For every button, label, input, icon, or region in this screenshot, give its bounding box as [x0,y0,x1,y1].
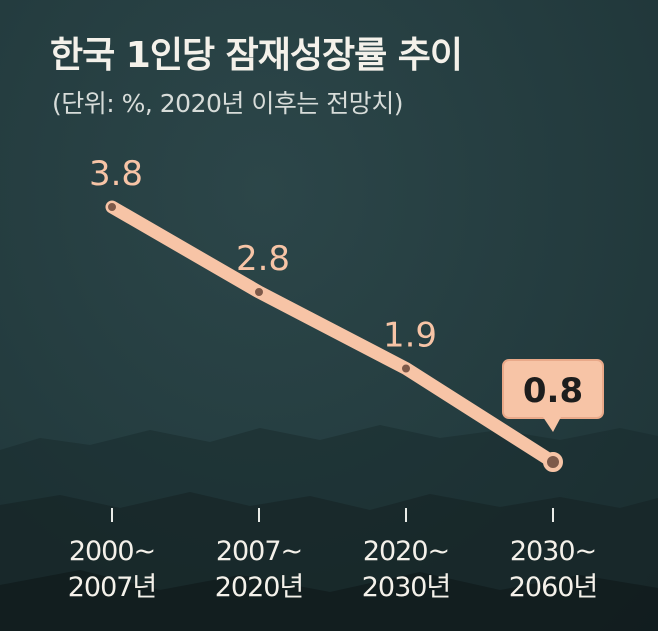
x-tick-label-3: 2030~ 2060년 [509,536,598,603]
highlight-callout-pointer [543,417,561,432]
x-tick-label-line: 2030년 [362,572,451,603]
series-line [105,200,560,469]
data-point-2 [400,362,412,375]
x-tick-label-0: 2000~ 2007년 [68,536,157,603]
data-point-3 [543,452,563,472]
x-tick-label-1: 2007~ 2020년 [215,536,304,603]
x-tick-label-line: 2007~ [216,536,302,567]
x-tick-label-line: 2020~ [363,536,449,567]
x-tick-label-line: 2007년 [68,572,157,603]
x-tick-label-line: 2060년 [509,572,598,603]
chart-subtitle: (단위: %, 2020년 이후는 전망치) [52,89,404,118]
chart-title: 한국 1인당 잠재성장률 추이 [50,35,463,76]
x-tick-label-line: 2000~ [69,536,155,567]
data-point-1 [253,286,265,298]
x-tick-label-line: 2030~ [510,536,596,567]
x-tick-label-line: 2020년 [215,572,304,603]
data-label-2: 1.9 [383,316,437,356]
data-label-0: 3.8 [89,154,143,194]
data-label-3: 0.8 [523,371,583,411]
data-label-1: 2.8 [236,239,290,279]
x-tick-label-2: 2020~ 2030년 [362,536,451,603]
data-point-0 [106,201,118,213]
